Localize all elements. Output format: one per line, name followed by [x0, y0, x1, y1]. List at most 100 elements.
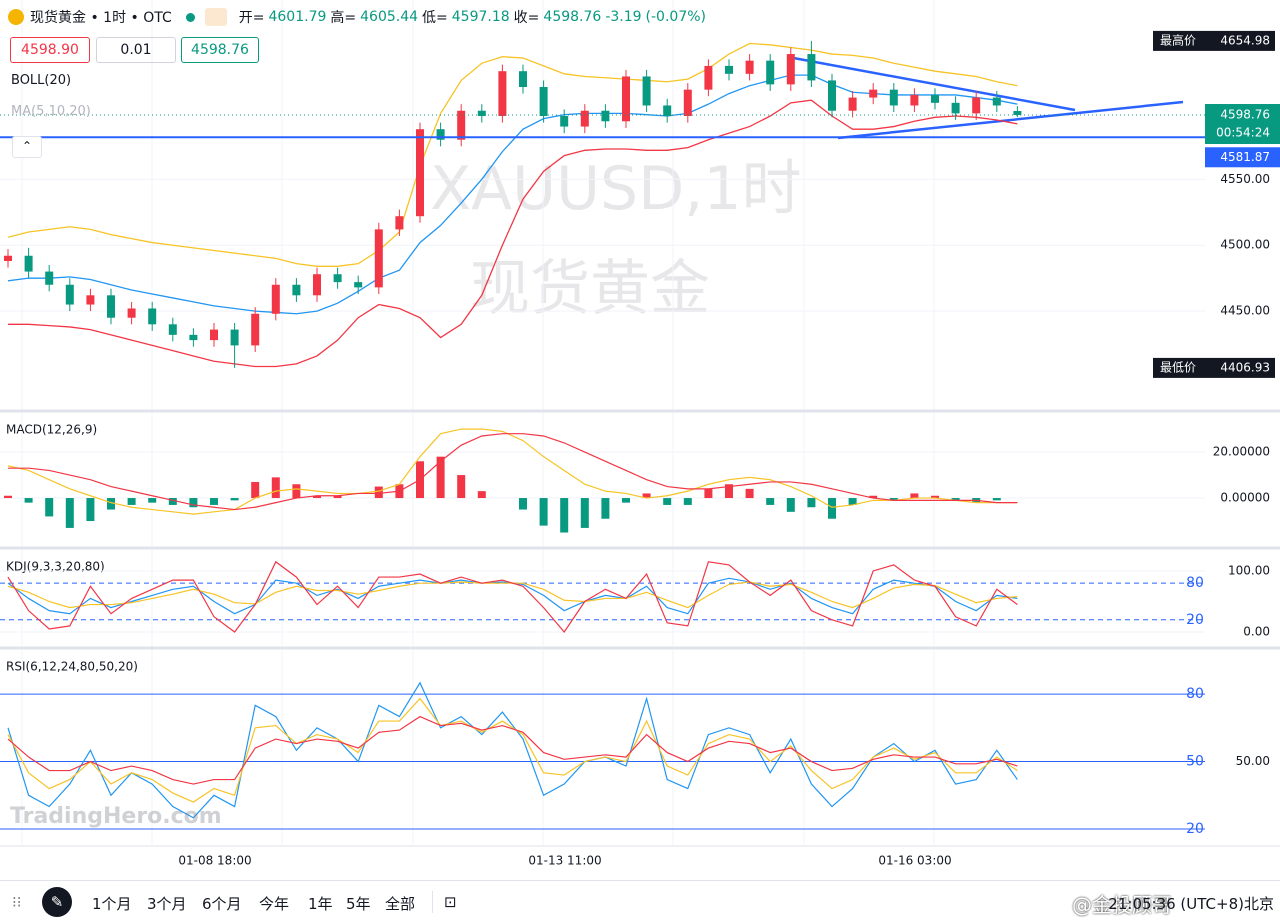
range-button[interactable]: 全部 [385, 895, 416, 913]
high-value: 4605.44 [360, 9, 419, 25]
candle-body [992, 97, 1001, 106]
indicator-line [7, 74, 1018, 315]
extreme-tag [1153, 30, 1275, 51]
candle-body [333, 274, 342, 283]
histogram-bar [477, 491, 486, 499]
candle-body [210, 329, 218, 341]
sell-button[interactable]: 4598.90 [10, 37, 90, 63]
histogram-bar [271, 477, 280, 499]
last-price-tag [1205, 104, 1280, 145]
y-tick-label: 50.00 [1236, 754, 1270, 768]
histogram-bar [148, 498, 157, 503]
histogram-bar [189, 498, 198, 508]
range-button[interactable]: 6个月 [202, 895, 242, 913]
level-label: 20 [1186, 612, 1204, 628]
divider [432, 891, 433, 913]
status-dot [185, 12, 195, 22]
candle-body [704, 65, 713, 90]
range-button[interactable]: 1个月 [92, 895, 132, 913]
candle-body [416, 129, 424, 217]
indicator-line [7, 681, 1018, 819]
compare-icon[interactable]: ⊡ [444, 893, 457, 911]
histogram-bar [992, 498, 1001, 501]
histogram-bar [931, 495, 939, 499]
range-button[interactable]: 今年 [259, 895, 290, 913]
y-tick-label: 100.00 [1228, 563, 1270, 577]
y-tick-label: 0.00000 [1220, 491, 1270, 505]
candle-body [786, 54, 795, 85]
candle-body [642, 76, 651, 106]
indicator-line [7, 697, 1018, 803]
candle-body [251, 313, 260, 346]
level-label: 80 [1186, 686, 1204, 702]
brand-watermark: TradingHero.com [10, 804, 222, 829]
candle-body [354, 282, 363, 288]
toolbar-icon[interactable]: ⁝⁝ [12, 893, 22, 911]
quantity-input[interactable]: 0.01 [96, 37, 176, 63]
candle-body [828, 80, 836, 111]
collapse-button[interactable]: ⌃ [12, 136, 42, 158]
y-tick-label: 4550.00 [1220, 172, 1270, 186]
drawing-icon[interactable]: ✎ [42, 887, 72, 917]
histogram-bar [745, 488, 754, 499]
range-button[interactable]: 5年 [346, 895, 371, 913]
x-tick-label: 01-16 03:00 [878, 854, 951, 868]
histogram-bar [889, 498, 898, 501]
histogram-bar [539, 498, 548, 526]
histogram-bar [210, 498, 218, 505]
histogram-bar [807, 498, 816, 508]
histogram-bar [168, 498, 177, 505]
symbol-header: 现货黄金 • 1时 • OTC 开= 4601.79 高= 4605.44 低= 45… [8, 6, 710, 28]
histogram-bar [519, 498, 527, 510]
candle-body [683, 89, 692, 117]
candle-body [848, 97, 857, 111]
histogram-bar [622, 498, 630, 503]
clock: 21:05:36 (UTC+8)北京 [1108, 895, 1274, 913]
hline-price: 4581.87 [1220, 150, 1270, 164]
y-tick-label: 20.00000 [1213, 445, 1270, 459]
indicator-line [7, 428, 1018, 515]
candle-body [436, 129, 445, 140]
high-label: 高= [330, 10, 357, 26]
candle-body [168, 324, 177, 335]
status-badge [204, 8, 227, 26]
candle-body [663, 105, 672, 117]
panel-separators [0, 409, 1280, 847]
level-label: 80 [1186, 575, 1204, 591]
candle-body [951, 102, 960, 114]
histogram-bar [786, 498, 795, 512]
candle-body [931, 94, 939, 103]
candle-body [1013, 111, 1022, 116]
candle-body [477, 110, 486, 117]
histogram-bar [725, 484, 733, 499]
range-button[interactable]: 3个月 [147, 895, 187, 913]
grid [21, 0, 935, 845]
chart: 4450.00 4500.00 4550.00 4581.87 最高价 4654.98 最低… [0, 0, 1280, 868]
candle-body [374, 229, 383, 288]
candle-body [580, 110, 589, 127]
histogram-bar [848, 498, 857, 505]
y-tick-label: 4450.00 [1220, 304, 1270, 318]
histogram-bar [251, 481, 260, 499]
candle-body [271, 284, 280, 314]
histogram-bar [828, 498, 836, 519]
change-pct: (-0.07%) [645, 9, 706, 25]
histogram-bar [374, 486, 383, 499]
ma-title: MA(5,10,20) [11, 104, 91, 119]
panel-title: MACD(12,26,9) [6, 423, 97, 437]
histogram-bar [601, 498, 610, 519]
y-tick-label: 4500.00 [1220, 238, 1270, 252]
candle-body [910, 94, 919, 106]
histogram-bar [560, 498, 569, 533]
candle-body [86, 295, 95, 305]
candle-body [148, 308, 157, 325]
buy-button[interactable]: 4598.76 [181, 37, 259, 63]
last-price: 4598.76 [1220, 108, 1270, 122]
toolbar: ⁝⁝ ✎ 1个月 3个月 6个月 今年 1年 5年 全部 ⊡ @金投顾哥 21:05:36 … [0, 880, 1280, 924]
histogram-bar [766, 498, 775, 505]
candle-body [24, 255, 33, 272]
histogram-bar [86, 498, 95, 522]
histogram-bar [127, 498, 136, 505]
range-button[interactable]: 1年 [308, 895, 333, 913]
